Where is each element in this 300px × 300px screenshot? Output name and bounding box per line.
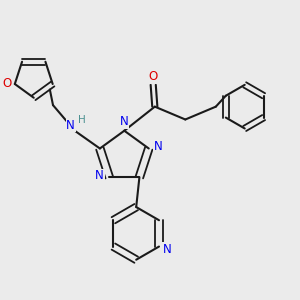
Text: O: O bbox=[148, 70, 158, 83]
Text: O: O bbox=[2, 77, 11, 90]
Text: H: H bbox=[78, 115, 86, 125]
Text: N: N bbox=[120, 115, 129, 128]
Text: N: N bbox=[154, 140, 163, 153]
Text: N: N bbox=[163, 243, 172, 256]
Text: N: N bbox=[66, 118, 75, 131]
Text: N: N bbox=[95, 169, 104, 182]
